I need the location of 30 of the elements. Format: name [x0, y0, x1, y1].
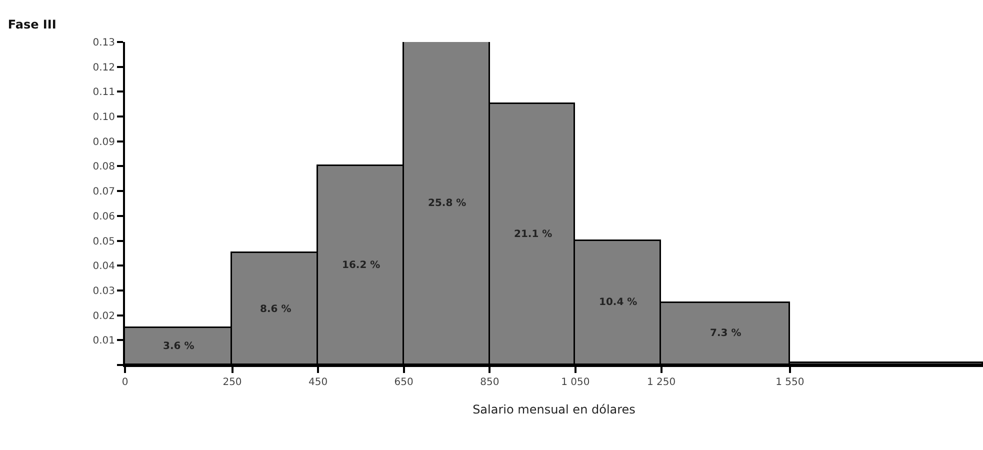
annotation: 10.4 %: [599, 297, 638, 308]
x-tick-label: 250: [222, 377, 242, 388]
y-tick-label: 0.13: [92, 38, 115, 48]
x-tick-label: 450: [308, 377, 328, 388]
annotation: 8.6 %: [260, 304, 292, 315]
x-axis-title: Salario mensual en dólares: [472, 402, 636, 416]
annotation: 3.6 %: [163, 341, 194, 352]
y-tick-label: 0.01: [92, 336, 115, 347]
y-tick-label: 0.10: [92, 112, 115, 124]
x-tick-label: 1 550: [776, 377, 804, 388]
x-tick-label: 850: [480, 377, 500, 388]
annotation: 25.8 %: [428, 198, 466, 209]
y-tick-label: 0.03: [92, 286, 115, 297]
y-tick-label: 0.12: [92, 62, 115, 74]
y-tick-label: 0.04: [92, 261, 115, 272]
y-tick-label: 0.02: [92, 310, 115, 322]
chart-title: Fase III: [8, 18, 56, 32]
y-tick-label: 0.06: [92, 211, 115, 222]
y-tick-label: 0.11: [92, 87, 115, 98]
x-tick-label: 1 250: [646, 377, 676, 388]
y-tick-label: 0.08: [92, 162, 115, 173]
x-tick-label: 0: [122, 377, 128, 388]
x-tick-label: 650: [394, 377, 414, 388]
y-tick-label: 0.05: [92, 236, 115, 248]
x-tick-label: 1 050: [561, 377, 590, 388]
annotation: 21.1 %: [514, 229, 552, 240]
y-tick-label: 0.07: [92, 186, 115, 198]
annotation: 16.2 %: [342, 260, 380, 271]
annotation: 7.3 %: [710, 328, 742, 339]
y-tick-label: 0.09: [92, 136, 115, 148]
